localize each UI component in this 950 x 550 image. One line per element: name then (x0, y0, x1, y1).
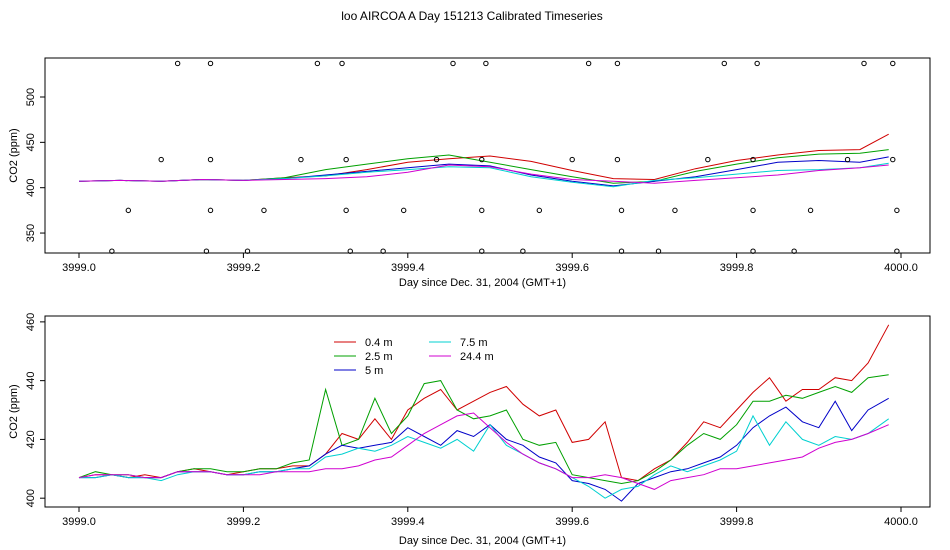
data-point (618, 207, 625, 214)
legend-label: 0.4 m (365, 337, 393, 349)
data-point (450, 60, 456, 67)
data-point (400, 207, 407, 214)
data-point (244, 248, 251, 254)
data-point (261, 207, 267, 214)
y-tick-label: 400 (25, 179, 37, 197)
x-tick-label: 3999.2 (227, 516, 261, 528)
x-tick-label: 3999.4 (391, 262, 425, 274)
x-tick-label: 4000.0 (884, 516, 918, 528)
series-line-4 (78, 164, 889, 184)
data-point (585, 60, 592, 67)
data-point (207, 60, 214, 67)
y-tick-label: 420 (25, 430, 37, 448)
data-point (754, 60, 760, 67)
bottom-chart-panel: 3999.0 3999.2 3999.4 3999.6 3999.8 4000.0 400 4… (8, 313, 931, 547)
legend-label: 2.5 m (365, 351, 393, 363)
data-point (479, 156, 485, 163)
data-point (890, 156, 896, 163)
x-axis-label: Day since Dec. 31, 2004 (GMT+1) (399, 277, 566, 289)
data-point (894, 207, 900, 214)
data-point (479, 248, 485, 254)
y-axis-label: CO2 (ppm) (8, 128, 20, 182)
y-tick-label: 450 (25, 133, 37, 151)
y-tick-label: 500 (25, 88, 37, 106)
data-point (894, 248, 900, 254)
series-line-0 (78, 133, 889, 182)
data-point (433, 156, 440, 163)
x-tick-label: 3999.0 (62, 516, 96, 528)
data-point (569, 156, 575, 163)
y-tick-label: 440 (25, 371, 37, 389)
data-point (314, 60, 321, 67)
legend-label: 5 m (365, 365, 383, 377)
x-tick-label: 3999.0 (62, 262, 96, 274)
data-point (380, 248, 386, 254)
x-tick-label: 3999.4 (391, 516, 425, 528)
data-point (536, 207, 543, 214)
data-point (343, 156, 349, 163)
y-tick-label: 460 (25, 313, 37, 331)
data-point (791, 248, 797, 254)
data-point (520, 248, 526, 254)
data-point (750, 248, 756, 254)
series-line-5-m (79, 397, 889, 502)
x-tick-label: 4000.0 (884, 262, 918, 274)
data-point (207, 207, 214, 214)
data-point (750, 156, 756, 163)
data-point (479, 207, 485, 214)
y-tick-label: 350 (25, 224, 37, 242)
data-point (861, 60, 867, 67)
data-point (672, 207, 678, 214)
data-point (174, 60, 181, 67)
legend-label: 24.4 m (460, 351, 494, 363)
data-point (807, 207, 814, 214)
data-point (125, 207, 132, 214)
data-point (721, 60, 727, 67)
data-point (339, 60, 345, 67)
x-tick-label: 3999.8 (720, 516, 754, 528)
data-point (298, 156, 304, 163)
data-point (614, 60, 621, 67)
series-line-24-4-m (78, 412, 889, 490)
data-point (614, 156, 621, 163)
data-point (343, 207, 349, 214)
page-title: loo AIRCOA A Day 151213 Calibrated Times… (341, 9, 602, 23)
data-point (158, 156, 164, 163)
x-tick-label: 3999.8 (720, 262, 754, 274)
data-point (618, 248, 625, 254)
data-point (655, 248, 662, 254)
data-point (705, 156, 711, 163)
data-point (207, 156, 214, 163)
data-point (483, 60, 489, 67)
data-point (750, 207, 756, 214)
x-tick-label: 3999.6 (555, 262, 589, 274)
data-point (844, 156, 851, 163)
top-chart-panel: 3999.0 3999.2 3999.4 3999.6 3999.8 4000.0 350 4… (8, 57, 931, 289)
y-tick-label: 400 (25, 489, 37, 507)
x-tick-label: 3999.6 (555, 516, 589, 528)
data-point (890, 60, 896, 67)
data-point (203, 248, 210, 254)
x-tick-label: 3999.2 (227, 262, 261, 274)
data-point (109, 248, 115, 254)
data-point (347, 248, 353, 254)
series-line-2-5-m (78, 374, 889, 485)
x-axis-label: Day since Dec. 31, 2004 (GMT+1) (399, 535, 566, 547)
legend-label: 7.5 m (460, 337, 488, 349)
plot-frame (44, 315, 931, 508)
plot-frame (44, 57, 931, 254)
y-axis-label: CO2 (ppm) (8, 384, 20, 438)
series-line-7-5-m (79, 414, 889, 499)
